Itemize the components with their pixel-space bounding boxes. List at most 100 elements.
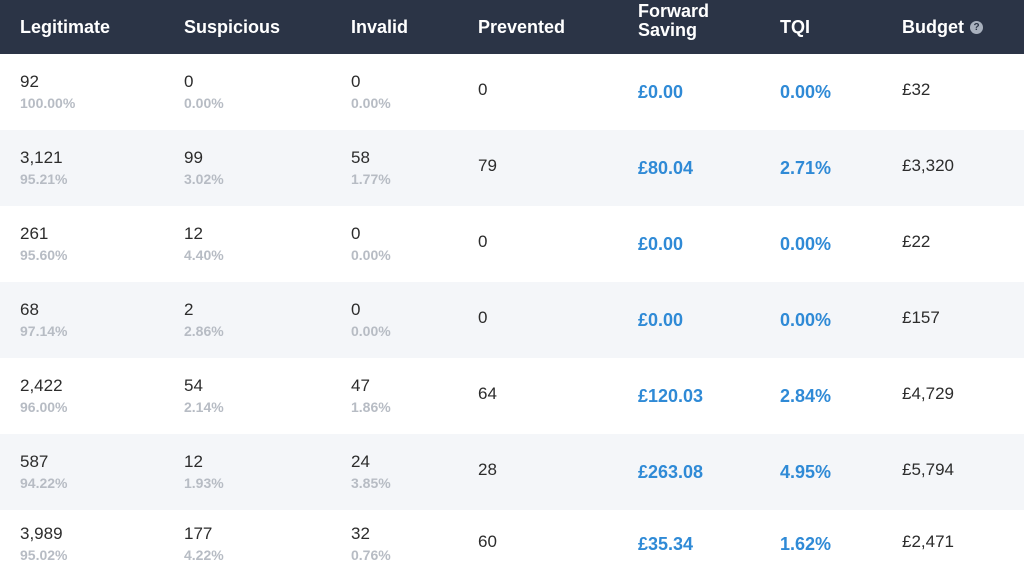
cell-legitimate: 587 94.22% <box>20 434 67 510</box>
invalid-percent: 0.00% <box>351 323 391 339</box>
budget-value: £3,320 <box>902 156 954 175</box>
cell-suspicious: 99 3.02% <box>184 130 224 206</box>
legitimate-percent: 100.00% <box>20 95 76 111</box>
cell-forward-saving-value: £0.00 <box>638 54 683 130</box>
cell-invalid: 0 0.00% <box>351 282 391 358</box>
header-budget[interactable]: Budget ? <box>902 0 983 54</box>
forward-saving-value: £0.00 <box>638 310 684 330</box>
header-prevented[interactable]: Prevented <box>478 0 565 54</box>
legitimate-percent: 95.60% <box>20 247 68 263</box>
cell-tqi-value: 0.00% <box>780 282 831 358</box>
forward-saving-value: £80.04 <box>638 158 694 178</box>
cell-budget-value: £3,320 <box>902 130 954 206</box>
cell-tqi-value: 0.00% <box>780 206 831 282</box>
cell-suspicious: 12 1.93% <box>184 434 224 510</box>
header-invalid-label: Invalid <box>351 16 409 37</box>
tqi-value: 0.00% <box>780 82 832 102</box>
cell-tqi-value: 1.62% <box>780 510 831 578</box>
cell-budget-value: £4,729 <box>902 358 954 434</box>
tqi-value: 2.71% <box>780 158 832 178</box>
cell-legitimate: 3,121 95.21% <box>20 130 67 206</box>
cell-invalid: 0 0.00% <box>351 54 391 130</box>
suspicious-percent: 2.86% <box>184 323 224 339</box>
invalid-count: 0 <box>351 224 361 243</box>
invalid-percent: 1.77% <box>351 171 391 187</box>
suspicious-percent: 2.14% <box>184 399 224 415</box>
table-row[interactable]: 68 97.14% 2 2.86% 0 0.00% 0 £0.00 0.00% £157 <box>0 282 1024 358</box>
invalid-count: 0 <box>351 300 361 319</box>
suspicious-percent: 4.40% <box>184 247 224 263</box>
suspicious-count: 177 <box>184 524 213 543</box>
header-forward-saving-line1: Forward <box>638 1 710 21</box>
cell-suspicious: 2 2.86% <box>184 282 224 358</box>
cell-budget-value: £157 <box>902 282 940 358</box>
cell-prevented-count: 0 <box>478 54 487 130</box>
prevented-count: 0 <box>478 80 488 99</box>
cell-forward-saving-value: £0.00 <box>638 206 683 282</box>
invalid-count: 58 <box>351 148 370 167</box>
legitimate-percent: 96.00% <box>20 399 68 415</box>
header-legitimate[interactable]: Legitimate <box>20 0 110 54</box>
table-header: Legitimate Suspicious Invalid Prevented … <box>0 0 1024 54</box>
cell-forward-saving-value: £0.00 <box>638 282 683 358</box>
cell-forward-saving-value: £263.08 <box>638 434 703 510</box>
table-row[interactable]: 261 95.60% 12 4.40% 0 0.00% 0 £0.00 0.00% £22 <box>0 206 1024 282</box>
legitimate-percent: 95.21% <box>20 171 68 187</box>
cell-invalid: 32 0.76% <box>351 510 391 578</box>
cell-invalid: 0 0.00% <box>351 206 391 282</box>
header-suspicious-label: Suspicious <box>184 16 281 37</box>
tqi-value: 0.00% <box>780 310 832 330</box>
cell-budget-value: £32 <box>902 54 930 130</box>
budget-value: £5,794 <box>902 460 954 479</box>
legitimate-count: 261 <box>20 224 49 243</box>
invalid-count: 47 <box>351 376 370 395</box>
help-icon[interactable]: ? <box>970 20 983 34</box>
legitimate-percent: 95.02% <box>20 547 68 563</box>
cell-tqi-value: 0.00% <box>780 54 831 130</box>
suspicious-count: 99 <box>184 148 203 167</box>
legitimate-percent: 97.14% <box>20 323 68 339</box>
prevented-count: 64 <box>478 384 497 403</box>
table-row[interactable]: 2,422 96.00% 54 2.14% 47 1.86% 64 £120.03 2.84% £… <box>0 358 1024 434</box>
invalid-count: 32 <box>351 524 370 543</box>
forward-saving-value: £35.34 <box>638 534 694 554</box>
cell-suspicious: 177 4.22% <box>184 510 224 578</box>
suspicious-count: 54 <box>184 376 203 395</box>
suspicious-count: 12 <box>184 452 203 471</box>
header-suspicious[interactable]: Suspicious <box>184 0 280 54</box>
forward-saving-value: £263.08 <box>638 462 704 482</box>
cell-invalid: 58 1.77% <box>351 130 391 206</box>
prevented-count: 79 <box>478 156 497 175</box>
cell-forward-saving-value: £35.34 <box>638 510 693 578</box>
table-row[interactable]: 92 100.00% 0 0.00% 0 0.00% 0 £0.00 0.00% £32 <box>0 54 1024 130</box>
cell-prevented-count: 28 <box>478 434 497 510</box>
legitimate-count: 587 <box>20 452 49 471</box>
header-forward-saving[interactable]: Forward Saving <box>638 0 709 56</box>
cell-invalid: 47 1.86% <box>351 358 391 434</box>
cell-suspicious: 12 4.40% <box>184 206 224 282</box>
cell-suspicious: 54 2.14% <box>184 358 224 434</box>
prevented-count: 28 <box>478 460 497 479</box>
header-tqi[interactable]: TQI <box>780 0 810 54</box>
cell-legitimate: 261 95.60% <box>20 206 67 282</box>
table-row[interactable]: 3,121 95.21% 99 3.02% 58 1.77% 79 £80.04 2.71% £3… <box>0 130 1024 206</box>
suspicious-count: 2 <box>184 300 194 319</box>
legitimate-count: 3,989 <box>20 524 63 543</box>
tqi-value: 0.00% <box>780 234 832 254</box>
cell-suspicious: 0 0.00% <box>184 54 224 130</box>
cell-forward-saving-value: £80.04 <box>638 130 693 206</box>
legitimate-count: 68 <box>20 300 39 319</box>
cell-legitimate: 92 100.00% <box>20 54 75 130</box>
header-budget-label: Budget <box>902 16 964 37</box>
cell-prevented-count: 64 <box>478 358 497 434</box>
suspicious-count: 12 <box>184 224 203 243</box>
header-prevented-label: Prevented <box>478 16 566 37</box>
table-row[interactable]: 587 94.22% 12 1.93% 24 3.85% 28 £263.08 4.95% £5,… <box>0 434 1024 510</box>
suspicious-percent: 0.00% <box>184 95 224 111</box>
budget-value: £2,471 <box>902 532 954 551</box>
budget-value: £22 <box>902 232 931 251</box>
invalid-percent: 3.85% <box>351 475 391 491</box>
header-legitimate-label: Legitimate <box>20 16 111 37</box>
header-invalid[interactable]: Invalid <box>351 0 408 54</box>
table-row[interactable]: 3,989 95.02% 177 4.22% 32 0.76% 60 £35.34 1.62% £… <box>0 510 1024 578</box>
